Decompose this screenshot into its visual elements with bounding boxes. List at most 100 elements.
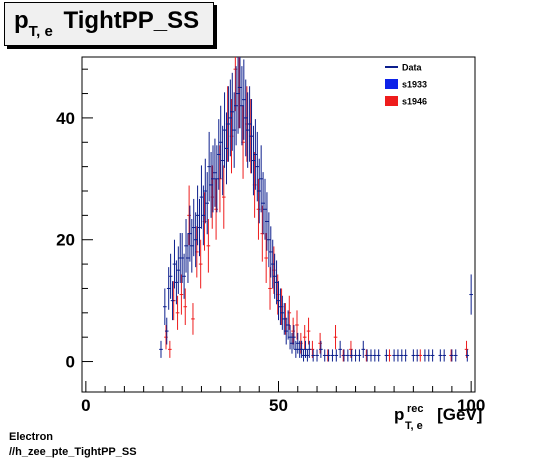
data-point [176,246,181,294]
data-point [322,349,327,362]
data-point [305,349,310,362]
data-point [365,349,369,362]
data-point [333,325,338,350]
data-point [338,340,342,358]
data-point [274,260,279,305]
data-point [299,340,304,358]
data-point [267,212,271,268]
data-point [188,205,192,262]
data-point [236,57,240,134]
data-point [442,349,446,362]
legend-swatch [385,79,398,89]
data-point [228,79,233,157]
data-point [257,158,262,224]
data-point [415,349,420,362]
data-point [373,349,377,362]
data-point [238,57,242,129]
data-point [280,295,285,330]
data-point [264,233,268,283]
data-point [183,288,188,325]
y-tick-label: 0 [66,353,75,372]
data-point [234,66,238,146]
title-rest: TightPP_SS [63,7,200,34]
data-point [222,92,227,168]
data-point [349,349,354,362]
data-point [306,317,311,345]
legend-entry: s1933 [385,79,427,90]
data-point [376,349,381,362]
data-point [163,288,167,325]
x-axis-label-base: p [394,405,405,424]
data-point [265,192,269,251]
data-point [301,349,306,362]
data-point [268,267,272,310]
x-axis-label: p rec T, e [GeV] [394,403,482,432]
data-point [175,295,180,330]
data-point [290,332,294,354]
footer-line2: //h_zee_pte_TightPP_SS [9,446,137,458]
data-point [465,349,470,362]
data-point [392,349,396,362]
data-point [245,92,250,168]
data-point [272,253,277,299]
data-point [240,66,244,146]
data-point [286,310,290,340]
data-point [215,145,219,213]
data-point [226,86,231,162]
data-points [159,57,473,362]
plot-title: pT, e TightPP_SS [14,7,200,40]
data-point [276,281,281,321]
data-point [294,340,298,358]
data-point [174,260,179,305]
data-point [423,349,427,362]
data-point [403,349,408,362]
x-tick-label: 50 [269,396,288,415]
data-point [211,145,215,213]
data-point [206,219,211,273]
data-point [453,349,458,362]
data-point [307,340,312,358]
data-point [199,165,204,229]
axis-ticks [82,68,472,392]
data-point [168,253,173,299]
data-point [288,325,292,350]
legend-entry: Data [385,63,423,73]
data-point [263,178,267,240]
data-point [191,198,196,257]
data-point [193,212,198,268]
data-point [438,349,443,362]
data-point [315,349,319,362]
data-point [207,131,211,202]
data-point [399,349,404,362]
data-point [242,59,246,140]
data-point [384,349,389,362]
data-point [186,233,190,283]
data-point [346,349,350,362]
data-point [195,185,200,246]
legend-label: Data [402,63,423,73]
data-point [182,253,186,299]
data-point [319,340,323,358]
data-point [224,112,229,185]
data-point [411,349,416,362]
data-point [426,349,431,362]
data-point [284,317,289,345]
data-point [311,349,315,362]
plot-frame [81,56,476,393]
data-point [159,340,163,358]
legend-label: s1933 [402,80,427,90]
y-tick-label: 20 [56,231,75,250]
data-point [203,158,208,224]
data-point [251,125,256,196]
data-point [303,340,308,358]
data-point [220,125,225,196]
data-point [198,239,203,289]
title-main: p [14,7,29,34]
data-point [330,349,335,362]
data-point [168,340,172,358]
data-point [191,303,195,335]
x-tick-label: 0 [81,396,90,415]
x-axis-label-sub: T, e [405,420,423,432]
data-point [230,72,235,151]
